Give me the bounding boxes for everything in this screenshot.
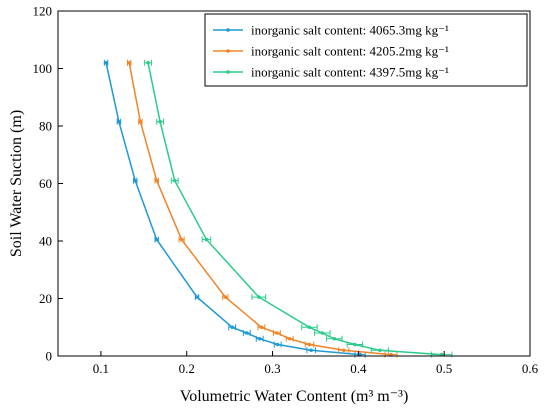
data-point [104, 60, 108, 65]
x-tick-label: 0.4 [350, 361, 367, 376]
legend-entry-label: inorganic salt content: 4205.2mg kg⁻¹ [251, 44, 449, 59]
x-tick-label: 0.5 [436, 361, 452, 376]
data-point [245, 331, 249, 335]
data-point [287, 336, 292, 341]
series-3 [144, 59, 453, 358]
data-point [133, 178, 138, 183]
series-line [105, 62, 361, 356]
series-line [128, 62, 392, 356]
data-point [179, 237, 184, 242]
legend-swatch-marker [226, 28, 230, 32]
legend-entry-label: inorganic salt content: 4065.3mg kg⁻¹ [251, 23, 449, 38]
data-point [257, 295, 261, 299]
legend-box [204, 13, 528, 87]
data-point [154, 178, 159, 183]
data-point [320, 331, 325, 335]
data-point [138, 119, 143, 124]
legend: inorganic salt content: 4065.3mg kg⁻¹ in… [204, 13, 528, 87]
data-point [230, 325, 235, 330]
x-tick-label: 0.2 [179, 361, 195, 376]
data-point [257, 336, 262, 341]
data-point [204, 237, 209, 242]
data-point [389, 352, 393, 357]
data-point [195, 295, 199, 299]
x-axis-label: Volumetric Water Content (m³ m⁻³) [180, 388, 409, 405]
data-point [158, 119, 162, 124]
data-point [259, 325, 264, 330]
data-point [353, 342, 357, 347]
x-tick-label: 0.1 [93, 361, 109, 376]
data-point [307, 342, 312, 347]
data-point [309, 348, 313, 353]
data-point [154, 237, 159, 242]
data-point [341, 348, 346, 353]
data-point [378, 348, 382, 353]
series-1 [103, 59, 366, 358]
x-tick-label: 0.6 [522, 361, 539, 376]
data-point [223, 295, 228, 299]
data-point [146, 60, 150, 65]
y-tick-label: 100 [33, 61, 53, 76]
y-tick-label: 20 [39, 291, 52, 306]
y-tick-label: 0 [46, 349, 53, 364]
data-point [439, 352, 444, 357]
series-line [147, 62, 442, 356]
y-axis-label: Soil Water Suction (m) [8, 110, 25, 257]
data-point [307, 325, 312, 330]
data-point [127, 60, 132, 65]
y-tick-label: 60 [39, 176, 52, 191]
legend-swatch-marker [226, 70, 230, 74]
y-tick-label: 80 [39, 119, 52, 134]
legend-swatch-marker [226, 49, 230, 53]
y-tick-label: 120 [33, 4, 53, 19]
data-point [332, 336, 337, 341]
data-point [117, 119, 121, 124]
data-point [275, 342, 280, 347]
legend-entry-label: inorganic salt content: 4397.5mg kg⁻¹ [251, 65, 449, 80]
data-point [275, 331, 279, 335]
x-tick-label: 0.3 [264, 361, 280, 376]
ticks-layer: 0.1 0.2 0.3 0.4 0.5 0.6 0 20 40 60 80 100 120 [33, 4, 539, 377]
y-tick-label: 40 [39, 234, 52, 249]
data-point [358, 352, 362, 357]
data-point [172, 178, 177, 183]
series-2 [127, 59, 398, 358]
series-layer [103, 59, 453, 358]
